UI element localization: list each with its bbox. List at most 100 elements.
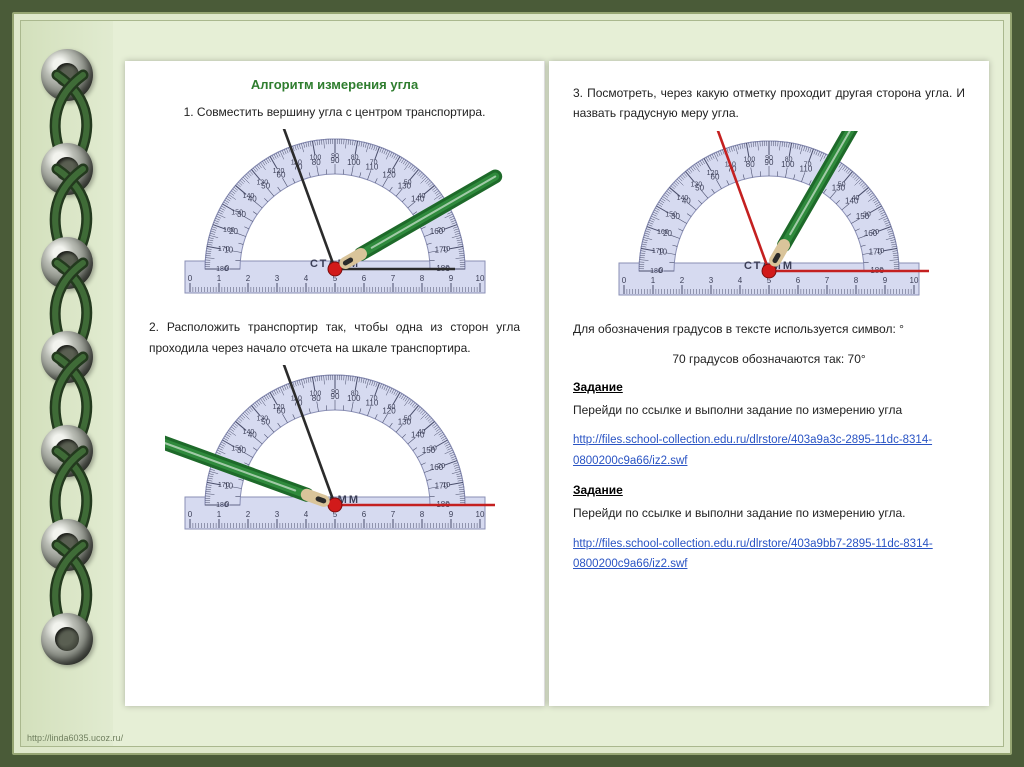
protractor-3: 0180101702016030150401405013060120701108…: [573, 134, 965, 309]
task-heading-1: Задание: [573, 380, 965, 394]
svg-text:130: 130: [691, 181, 703, 188]
svg-text:160: 160: [222, 228, 234, 235]
binder-ring: [41, 49, 93, 101]
svg-text:6: 6: [796, 276, 801, 285]
step-1: 1. Совместить вершину угла с центром тра…: [149, 102, 520, 122]
svg-text:70: 70: [369, 160, 377, 167]
task-intro-2: Перейди по ссылке и выполни задание по и…: [573, 503, 965, 523]
svg-text:3: 3: [274, 274, 279, 283]
svg-text:130: 130: [256, 180, 268, 187]
slide-frame-inner: Алгоритм измерения угла 1. Совместить ве…: [20, 20, 1004, 747]
svg-text:7: 7: [390, 510, 395, 519]
svg-text:120: 120: [272, 404, 284, 411]
svg-text:9: 9: [448, 274, 453, 283]
svg-text:150: 150: [665, 211, 677, 218]
svg-text:7: 7: [390, 274, 395, 283]
svg-text:100: 100: [309, 391, 321, 398]
svg-text:8: 8: [419, 274, 424, 283]
slide-frame-outer: Алгоритм измерения угла 1. Совместить ве…: [12, 12, 1012, 755]
svg-text:170: 170: [652, 248, 664, 255]
svg-text:90: 90: [331, 153, 339, 160]
svg-text:100: 100: [744, 156, 756, 163]
binder-ring: [41, 425, 93, 477]
svg-text:0: 0: [187, 510, 192, 519]
svg-text:6: 6: [361, 274, 366, 283]
svg-text:1: 1: [216, 510, 221, 519]
svg-text:50: 50: [403, 180, 411, 187]
svg-text:0: 0: [622, 276, 627, 285]
svg-text:180: 180: [650, 268, 662, 275]
svg-text:10: 10: [475, 510, 484, 519]
svg-text:140: 140: [242, 429, 254, 436]
degree-note: Для обозначения градусов в тексте исполь…: [573, 319, 965, 339]
svg-text:50: 50: [838, 181, 846, 188]
page-right: 3. Посмотреть, через какую отметку прохо…: [549, 61, 989, 706]
svg-text:10: 10: [876, 248, 884, 255]
svg-text:60: 60: [387, 168, 395, 175]
svg-text:90: 90: [331, 389, 339, 396]
svg-text:4: 4: [738, 276, 743, 285]
svg-text:140: 140: [242, 194, 254, 201]
svg-text:2: 2: [680, 276, 685, 285]
degree-example: 70 градусов обозначаются так: 70°: [573, 349, 965, 369]
credit-url: http://linda6035.ucoz.ru/: [27, 733, 123, 743]
svg-text:1: 1: [216, 274, 221, 283]
svg-text:10: 10: [442, 247, 450, 254]
svg-text:9: 9: [883, 276, 888, 285]
svg-text:1: 1: [651, 276, 656, 285]
svg-text:6: 6: [361, 510, 366, 519]
svg-text:10: 10: [910, 276, 919, 285]
svg-text:80: 80: [350, 391, 358, 398]
binder-column: [21, 21, 113, 746]
svg-text:40: 40: [417, 429, 425, 436]
svg-text:20: 20: [437, 463, 445, 470]
svg-text:180: 180: [216, 266, 228, 273]
svg-text:100: 100: [309, 155, 321, 162]
svg-text:120: 120: [707, 170, 719, 177]
svg-text:30: 30: [863, 211, 871, 218]
svg-text:70: 70: [804, 161, 812, 168]
page-title: Алгоритм измерения угла: [149, 77, 520, 92]
task-heading-2: Задание: [573, 483, 965, 497]
svg-text:150: 150: [231, 210, 243, 217]
svg-text:160: 160: [657, 229, 669, 236]
binder-ring: [41, 237, 93, 289]
svg-text:120: 120: [272, 168, 284, 175]
svg-text:90: 90: [765, 155, 773, 162]
svg-text:80: 80: [785, 156, 793, 163]
svg-text:9: 9: [448, 510, 453, 519]
task-link-1[interactable]: http://files.school-collection.edu.ru/dl…: [573, 434, 932, 467]
svg-text:8: 8: [419, 510, 424, 519]
svg-text:80: 80: [350, 155, 358, 162]
svg-text:4: 4: [303, 274, 308, 283]
svg-text:2: 2: [245, 510, 250, 519]
svg-text:130: 130: [256, 415, 268, 422]
svg-text:4: 4: [303, 510, 308, 519]
svg-text:20: 20: [437, 228, 445, 235]
svg-text:10: 10: [442, 482, 450, 489]
svg-text:70: 70: [369, 396, 377, 403]
svg-text:60: 60: [387, 404, 395, 411]
svg-text:30: 30: [428, 446, 436, 453]
svg-text:8: 8: [854, 276, 859, 285]
svg-text:180: 180: [216, 502, 228, 509]
protractor-1: 0180101702016030150401405013060120701108…: [149, 132, 520, 307]
step-3: 3. Посмотреть, через какую отметку прохо…: [573, 83, 965, 124]
binder-ring: [41, 331, 93, 383]
protractor-2: 0180101702016030150401405013060120701108…: [149, 368, 520, 543]
svg-text:40: 40: [852, 195, 860, 202]
svg-text:140: 140: [677, 195, 689, 202]
svg-text:10: 10: [475, 274, 484, 283]
svg-text:50: 50: [403, 415, 411, 422]
svg-text:0: 0: [187, 274, 192, 283]
binder-ring: [41, 613, 93, 665]
svg-text:3: 3: [274, 510, 279, 519]
svg-text:170: 170: [217, 482, 229, 489]
svg-text:20: 20: [871, 229, 879, 236]
svg-text:3: 3: [709, 276, 714, 285]
svg-text:40: 40: [417, 194, 425, 201]
task-link-2[interactable]: http://files.school-collection.edu.ru/dl…: [573, 538, 933, 571]
svg-text:150: 150: [231, 446, 243, 453]
page-left: Алгоритм измерения угла 1. Совместить ве…: [125, 61, 545, 706]
svg-text:7: 7: [825, 276, 830, 285]
